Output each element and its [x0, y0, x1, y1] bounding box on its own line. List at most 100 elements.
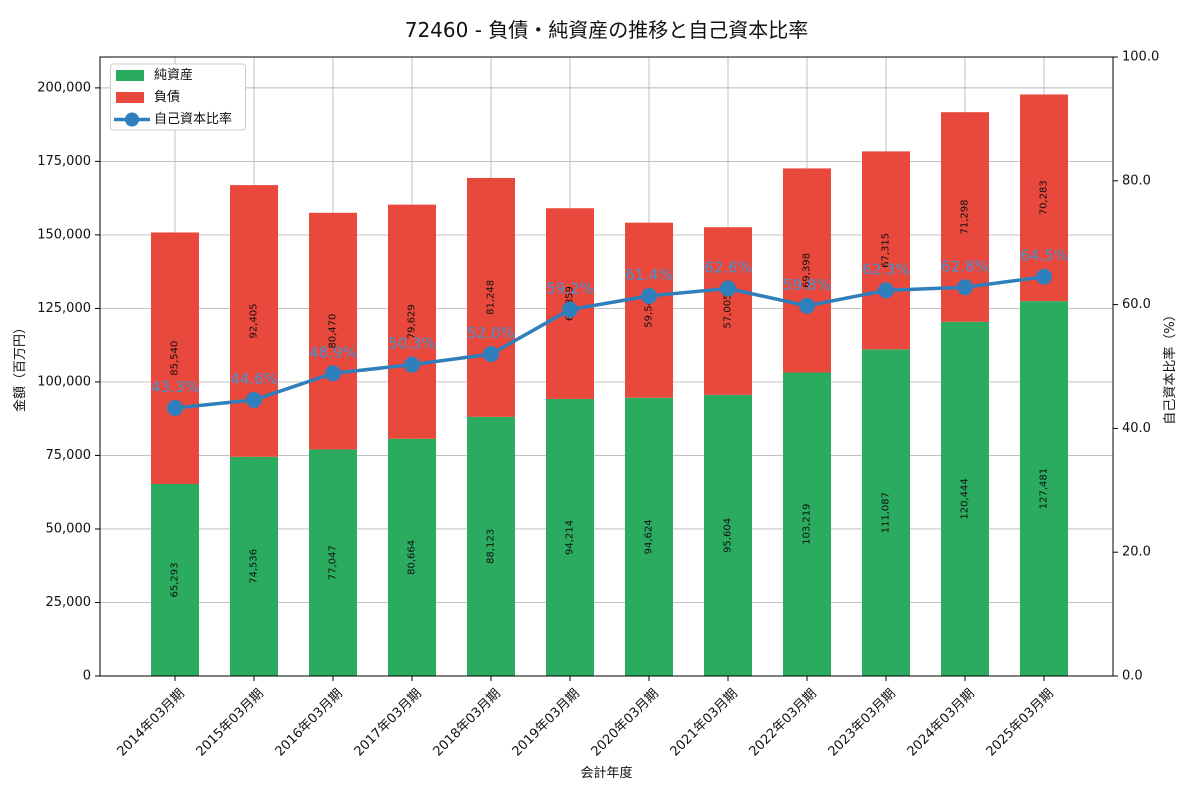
equity-ratio-label: 48.9% — [309, 343, 357, 361]
bar-value-label: 70,283 — [1039, 180, 1050, 215]
plot-frame — [99, 56, 1114, 677]
equity-ratio-marker — [325, 365, 341, 382]
x-axis-tick-label: 2025年03月期 — [984, 686, 1057, 759]
legend-label: 純資産 — [154, 67, 193, 83]
legend-marker-icon — [125, 112, 139, 127]
legend-swatch-net-assets — [116, 70, 144, 81]
bar-value-label: 77,047 — [328, 545, 339, 580]
right-axis-tick-label: 0.0 — [1122, 669, 1143, 684]
legend-swatch-liabilities — [116, 92, 144, 103]
bar-segment-liabilities — [862, 151, 910, 350]
x-axis-tick-label: 2019年03月期 — [510, 686, 583, 759]
bar-segment-net-assets — [546, 398, 594, 676]
bar-value-label: 69,398 — [802, 253, 813, 288]
bar-segment-liabilities — [467, 177, 515, 417]
right-axis-tick-label: 100.0 — [1122, 50, 1159, 65]
right-axis-tick-label: 40.0 — [1122, 421, 1151, 436]
bar-value-label: 92,405 — [249, 303, 260, 338]
bar-segment-net-assets — [309, 449, 357, 676]
x-axis-tick-label: 2017年03月期 — [352, 686, 425, 759]
bar-segment-net-assets — [230, 456, 278, 676]
bar-segment-net-assets — [625, 397, 673, 676]
equity-ratio-label: 61.4% — [625, 266, 673, 284]
right-axis-tick-label: 20.0 — [1122, 545, 1151, 560]
equity-ratio-marker — [1036, 268, 1052, 285]
equity-ratio-label: 62.8% — [941, 257, 989, 275]
x-axis-title: 会計年度 — [580, 765, 632, 781]
x-axis-tick-label: 2016年03月期 — [273, 686, 346, 759]
equity-ratio-label: 44.6% — [230, 370, 278, 388]
legend-box — [110, 63, 246, 131]
x-axis-tick-label: 2024年03月期 — [905, 686, 978, 759]
bar-value-label: 88,123 — [486, 529, 497, 564]
right-axis-tick-label: 60.0 — [1122, 297, 1151, 312]
equity-ratio-label: 62.3% — [862, 260, 910, 278]
bar-segment-net-assets — [467, 416, 515, 676]
equity-ratio-marker — [167, 399, 183, 416]
bar-value-label: 65,293 — [170, 562, 181, 597]
x-axis-tick-label: 2022年03月期 — [747, 686, 820, 759]
equity-ratio-marker — [799, 297, 815, 314]
equity-ratio-marker — [483, 346, 499, 363]
bar-value-label: 95,604 — [723, 518, 734, 553]
legend-label: 負債 — [154, 90, 180, 105]
equity-ratio-label: 64.5% — [1020, 247, 1068, 265]
bar-value-label: 85,540 — [170, 341, 181, 376]
bar-segment-net-assets — [862, 349, 910, 676]
bar-value-label: 80,470 — [328, 314, 339, 349]
left-axis-tick-label: 100,000 — [37, 374, 91, 389]
bar-segment-liabilities — [151, 232, 199, 484]
bar-value-label: 127,481 — [1039, 468, 1050, 509]
x-axis-tick-label: 2018年03月期 — [431, 686, 504, 759]
bar-segment-net-assets — [151, 483, 199, 676]
equity-ratio-label: 59.2% — [546, 280, 594, 298]
left-axis-tick-label: 200,000 — [37, 80, 91, 95]
bar-value-label: 111,087 — [881, 492, 892, 533]
right-axis-title: 自己資本比率（%） — [1162, 308, 1178, 424]
x-axis-tick-label: 2014年03月期 — [115, 686, 188, 759]
equity-ratio-series: 43.3% 44.6% 48.9% 50.3% 52.0% 59.2% 61.4% 62.6%… — [151, 247, 1068, 416]
bar-value-label: 71,298 — [960, 199, 971, 234]
x-axis-tick-label: 2023年03月期 — [826, 686, 899, 759]
equity-ratio-marker — [720, 280, 736, 297]
bar-value-label: 74,536 — [249, 549, 260, 584]
bar-segment-liabilities — [230, 185, 278, 457]
bar-value-label: 80,664 — [407, 540, 418, 575]
equity-ratio-label: 52.0% — [467, 324, 515, 342]
left-axis-tick-label: 25,000 — [46, 595, 92, 610]
bar-segment-net-assets — [1020, 301, 1068, 676]
equity-ratio-marker — [957, 279, 973, 296]
left-axis-tick-label: 150,000 — [37, 227, 91, 242]
bar-value-label: 79,629 — [407, 304, 418, 339]
bar-segment-liabilities — [1020, 94, 1068, 302]
bar-value-label: 81,248 — [486, 280, 497, 315]
equity-ratio-label: 50.3% — [388, 335, 436, 353]
equity-ratio-line — [174, 275, 1045, 410]
x-axis-tick-label: 2021年03月期 — [668, 686, 741, 759]
equity-ratio-marker — [641, 287, 657, 304]
left-axis-tick-label: 175,000 — [37, 154, 91, 169]
left-axis-tick-label: 50,000 — [46, 521, 92, 536]
left-axis-tick-label: 125,000 — [37, 301, 91, 316]
right-axis-tick-label: 80.0 — [1122, 173, 1151, 188]
bar-segment-net-assets — [783, 372, 831, 676]
left-axis-tick-label: 75,000 — [46, 448, 92, 463]
bar-segment-liabilities — [388, 204, 436, 439]
bar-value-label: 94,624 — [644, 519, 655, 554]
bar-segment-liabilities — [783, 168, 831, 373]
bar-segment-liabilities — [625, 222, 673, 398]
equity-ratio-marker — [404, 356, 420, 373]
bar-value-label: 94,214 — [565, 520, 576, 555]
bar-segment-net-assets — [388, 438, 436, 676]
bar-value-label: 57,005 — [723, 294, 734, 329]
left-axis-tick-label: 0 — [83, 669, 91, 684]
chart-title: 72460 - 負債・純資産の推移と自己資本比率 — [405, 18, 809, 42]
equity-ratio-marker — [562, 301, 578, 318]
bars: 65,293 85,540 74,536 92,405 77,047 80,470 80,6… — [151, 94, 1068, 676]
bar-segment-liabilities — [309, 212, 357, 450]
equity-ratio-label: 62.6% — [704, 259, 752, 277]
legend-label: 自己資本比率 — [154, 111, 232, 127]
bar-segment-liabilities — [704, 227, 752, 395]
